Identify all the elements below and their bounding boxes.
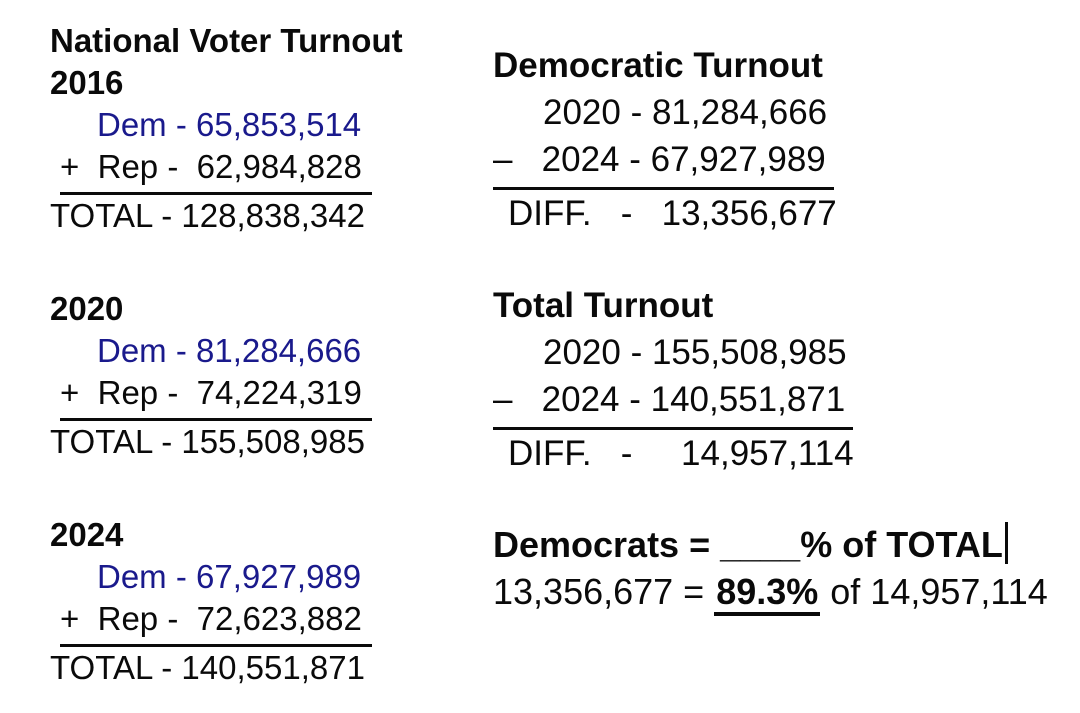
rep-line-2020: + Rep - 74,224,319 <box>60 372 403 421</box>
answer-suffix: of 14,957,114 <box>820 571 1048 612</box>
democratic-turnout-block: Democratic Turnout 2020 - 81,284,666 – 2… <box>493 42 837 237</box>
section-2024: 2024 Dem - 67,927,989 + Rep - 72,623,882… <box>50 514 403 689</box>
dem-line-2024: Dem - 67,927,989 <box>97 558 362 595</box>
total-line-2020: TOTAL - 155,508,985 <box>50 423 365 460</box>
total-diff-line: DIFF. - 14,957,114 <box>508 434 854 473</box>
total-2024-line: – 2024 - 140,551,871 <box>493 376 854 430</box>
rep-line-2024: + Rep - 72,623,882 <box>60 598 403 647</box>
rep-underlined-sum: + Rep - 74,224,319 <box>60 372 372 421</box>
year-heading-2020: 2020 <box>50 290 124 327</box>
percentage-block: Democrats = ____% of TOTAL 13,356,677 = … <box>493 521 1048 616</box>
rep-underlined-sum: + Rep - 62,984,828 <box>60 146 372 195</box>
total-turnout-title: Total Turnout <box>493 286 714 325</box>
answer-percentage: 89.3% <box>714 572 821 616</box>
subtraction-underlined-line: – 2024 - 67,927,989 <box>493 136 834 190</box>
national-turnout-column: National Voter Turnout 2016 Dem - 65,853… <box>50 20 403 689</box>
dem-line-2020: Dem - 81,284,666 <box>97 332 362 369</box>
year-heading-2024: 2024 <box>50 516 124 553</box>
question-prefix: Democrats = <box>493 524 721 565</box>
percentage-question-line: Democrats = ____% of TOTAL <box>493 521 1048 568</box>
year-heading-2016: 2016 <box>50 64 124 101</box>
question-suffix: % of TOTAL <box>800 524 1003 565</box>
text-cursor <box>1004 522 1008 564</box>
section-2016: 2016 Dem - 65,853,514 + Rep - 62,984,828… <box>50 62 403 237</box>
dem-diff-line: DIFF. - 13,356,677 <box>508 194 837 233</box>
national-turnout-title: National Voter Turnout <box>50 22 403 59</box>
dem-2024-line: – 2024 - 67,927,989 <box>493 136 837 190</box>
dem-line-2016: Dem - 65,853,514 <box>97 106 362 143</box>
total-2020-line: 2020 - 155,508,985 <box>543 333 847 372</box>
answer-prefix: 13,356,677 = <box>493 571 715 612</box>
blank-underscores: ____ <box>720 524 801 565</box>
total-line-2016: TOTAL - 128,838,342 <box>50 197 365 234</box>
total-line-2024: TOTAL - 140,551,871 <box>50 649 365 686</box>
total-turnout-block: Total Turnout 2020 - 155,508,985 – 2024 … <box>493 282 854 477</box>
rep-underlined-sum: + Rep - 72,623,882 <box>60 598 372 647</box>
percentage-answer-line: 13,356,677 = 89.3% of 14,957,114 <box>493 568 1048 616</box>
subtraction-underlined-line: – 2024 - 140,551,871 <box>493 376 854 430</box>
democratic-turnout-title: Democratic Turnout <box>493 46 823 85</box>
dem-2020-line: 2020 - 81,284,666 <box>543 93 828 132</box>
rep-line-2016: + Rep - 62,984,828 <box>60 146 403 195</box>
section-2020: 2020 Dem - 81,284,666 + Rep - 74,224,319… <box>50 288 403 463</box>
